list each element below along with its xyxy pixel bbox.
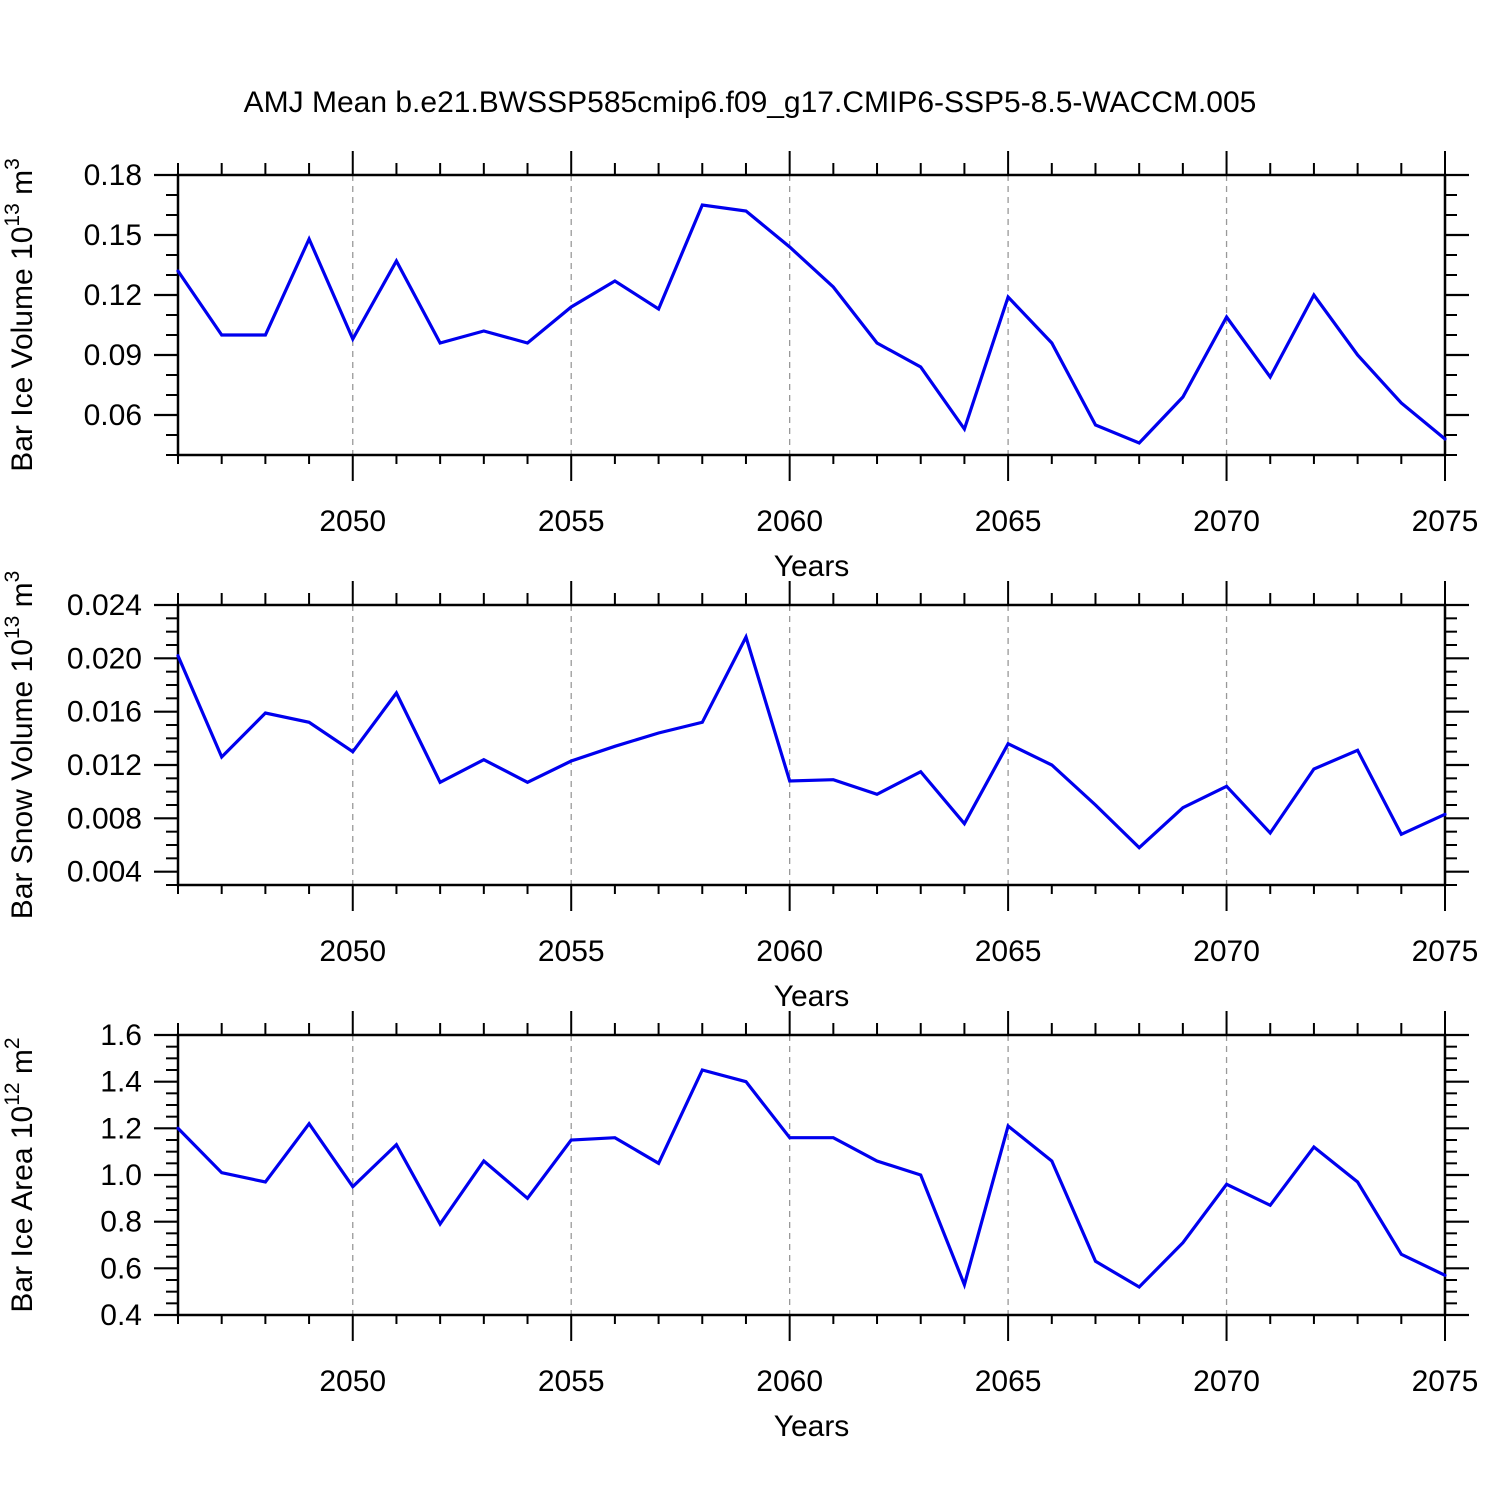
x-tick-label: 2070 (1193, 1365, 1260, 1398)
data-line (176, 1068, 1447, 1290)
y-tick-label: 0.012 (67, 749, 142, 782)
x-tick-label: 2075 (1412, 505, 1479, 538)
y-axis-title: Bar Ice Volume 1013 m3 (1, 158, 39, 472)
plot-frame (176, 603, 1447, 887)
x-tick-label: 2055 (538, 505, 605, 538)
x-tick-label: 2070 (1193, 505, 1260, 538)
x-tick-label: 2065 (975, 505, 1042, 538)
plot-frame (176, 173, 1447, 457)
y-tick-label: 0.008 (67, 802, 142, 835)
y-tick-label: 0.6 (100, 1252, 142, 1285)
y-tick-label: 0.024 (67, 589, 142, 622)
x-tick-label: 2060 (756, 1365, 823, 1398)
x-tick-label: 2050 (319, 935, 386, 968)
y-tick-label: 0.09 (84, 339, 142, 372)
x-axis-title: Years (774, 550, 850, 580)
y-axis-title: Bar Ice Area 1012 m2 (1, 1037, 39, 1312)
x-tick-label: 2055 (538, 935, 605, 968)
x-tick-label: 2060 (756, 935, 823, 968)
plot-title: AMJ Mean b.e21.BWSSP585cmip6.f09_g17.CMI… (243, 86, 1257, 119)
chart-bar-ice-area: 0.4 0.6 0.8 1.0 1.2 1.4 1.6 2050 2055 2060 2065 207… (1, 1011, 1479, 1440)
x-tick-label: 2065 (975, 1365, 1042, 1398)
y-tick-label: 0.8 (100, 1206, 142, 1239)
y-tick-label: 0.020 (67, 642, 142, 675)
plot-frame (176, 1033, 1447, 1317)
y-tick-label: 0.06 (84, 399, 142, 432)
y-tick-label: 0.18 (84, 159, 142, 192)
data-line (176, 203, 1447, 445)
y-tick-label: 1.0 (100, 1159, 142, 1192)
x-axis-title: Years (774, 1410, 850, 1440)
y-tick-label: 0.004 (67, 856, 142, 889)
chart-bar-snow-volume: 0.004 0.008 0.012 0.016 0.020 0.024 2050 2055 20… (1, 571, 1479, 1010)
x-tick-label: 2050 (319, 505, 386, 538)
y-tick-label: 0.016 (67, 696, 142, 729)
x-tick-label: 2065 (975, 935, 1042, 968)
y-tick-label: 1.2 (100, 1112, 142, 1145)
x-tick-label: 2050 (319, 1365, 386, 1398)
y-tick-label: 1.6 (100, 1019, 142, 1052)
x-tick-label: 2070 (1193, 935, 1260, 968)
x-axis-title: Years (774, 980, 850, 1010)
y-tick-label: 0.4 (100, 1299, 142, 1332)
data-line (176, 632, 1447, 850)
x-tick-label: 2055 (538, 1365, 605, 1398)
x-tick-label: 2075 (1412, 935, 1479, 968)
y-tick-label: 0.12 (84, 279, 142, 312)
y-tick-label: 1.4 (100, 1066, 142, 1099)
chart-bar-ice-volume: 0.06 0.09 0.12 0.15 0.18 2050 2055 2060 2065 2070… (1, 151, 1479, 580)
x-tick-label: 2075 (1412, 1365, 1479, 1398)
y-tick-label: 0.15 (84, 219, 142, 252)
x-tick-label: 2060 (756, 505, 823, 538)
y-axis-title: Bar Snow Volume 1013 m3 (1, 571, 39, 920)
